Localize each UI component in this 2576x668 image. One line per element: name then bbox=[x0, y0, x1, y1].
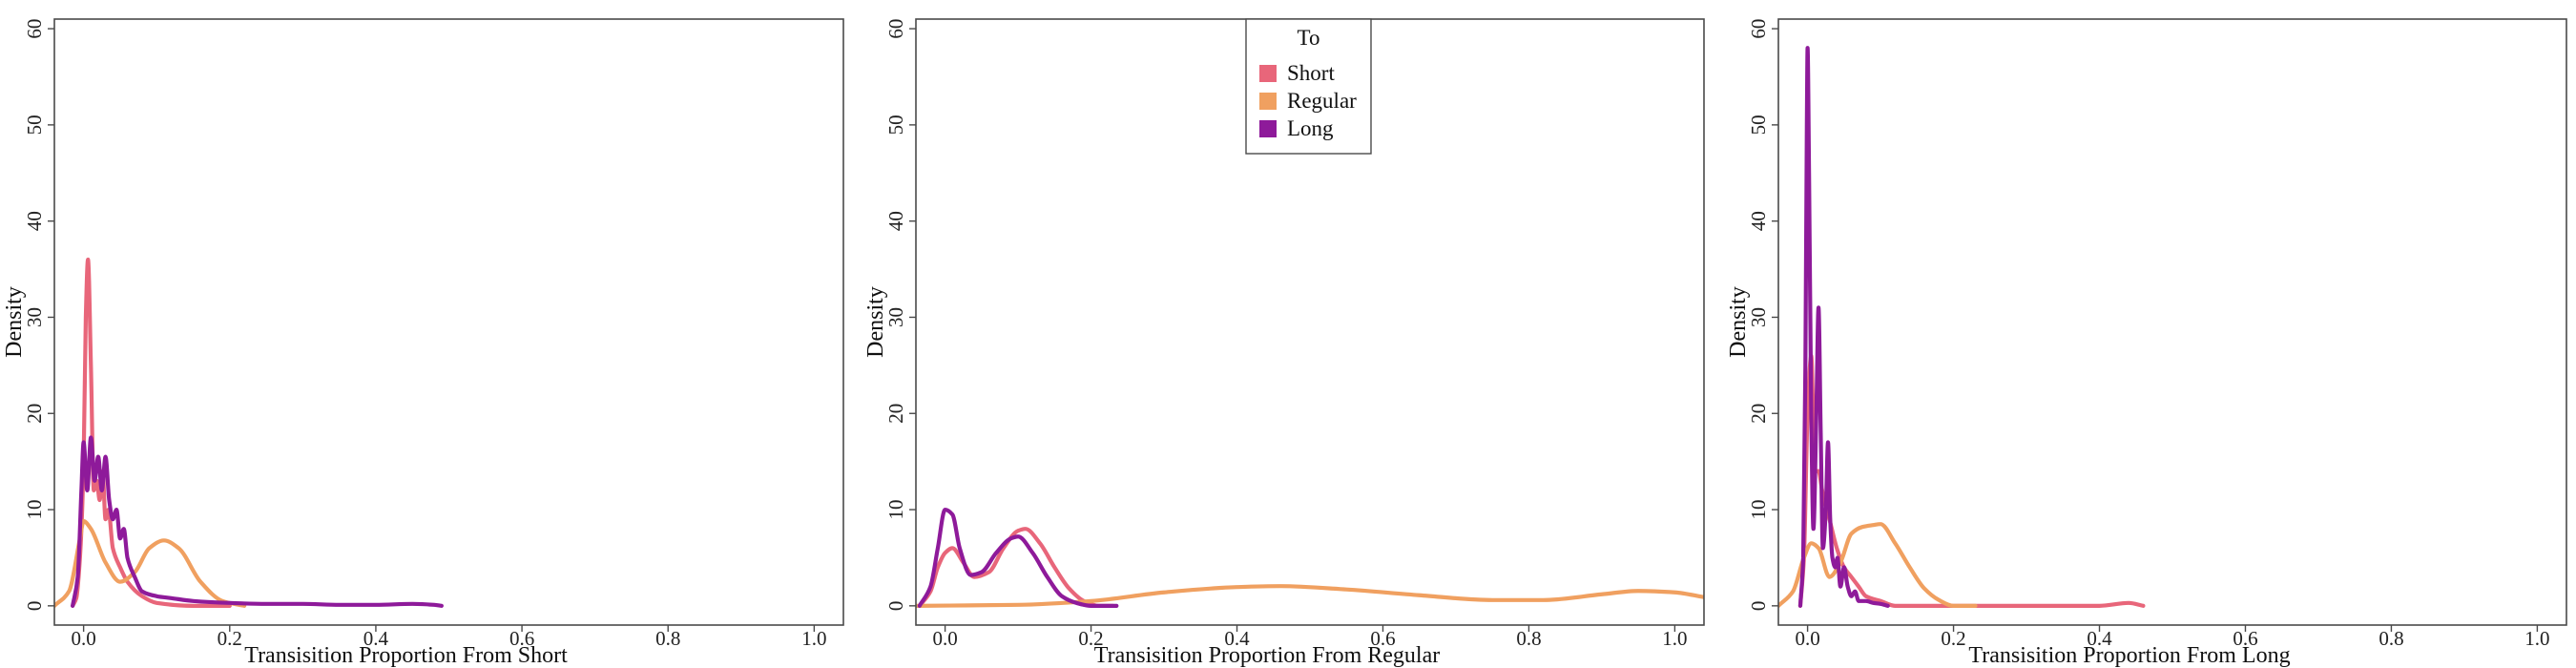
y-tick-label: 40 bbox=[23, 211, 46, 231]
y-tick-label: 0 bbox=[1747, 601, 1770, 612]
legend-label-long: Long bbox=[1287, 116, 1334, 140]
y-tick-label: 60 bbox=[1747, 19, 1770, 39]
x-tick-label: 0.2 bbox=[1078, 627, 1103, 650]
x-tick-label: 0.6 bbox=[2233, 627, 2257, 650]
x-tick-label: 0.0 bbox=[1795, 627, 1819, 650]
series-group bbox=[1778, 46, 2146, 608]
series-line-regular bbox=[1778, 522, 1978, 608]
series-line-short bbox=[1797, 353, 2146, 608]
y-tick-label: 10 bbox=[884, 500, 907, 520]
plot-frame bbox=[53, 18, 844, 626]
x-tick-label: 1.0 bbox=[801, 627, 826, 650]
series-line-regular bbox=[916, 584, 1704, 608]
y-axis-title: Density bbox=[863, 286, 888, 358]
y-tick-label: 30 bbox=[23, 307, 46, 327]
plot-frame bbox=[1777, 18, 2567, 626]
series-line-long bbox=[71, 435, 444, 608]
y-tick-label: 20 bbox=[23, 404, 46, 424]
x-tick-label: 0.8 bbox=[1516, 627, 1541, 650]
y-tick-label: 60 bbox=[23, 19, 46, 39]
y-tick-label: 20 bbox=[1747, 404, 1770, 424]
y-tick-label: 50 bbox=[1747, 115, 1770, 135]
y-tick-label: 50 bbox=[23, 115, 46, 135]
panel-3: 0.0 0.2 0.4 0.6 0.8 1.0 0 10 20 30 40 50 60 Transisit… bbox=[1726, 18, 2567, 668]
y-tick-label: 50 bbox=[884, 115, 907, 135]
y-tick-label: 0 bbox=[23, 601, 46, 612]
series-group bbox=[54, 257, 444, 608]
x-tick-label: 0.6 bbox=[1370, 627, 1395, 650]
x-tick-label: 0.6 bbox=[509, 627, 534, 650]
y-tick-label: 0 bbox=[884, 601, 907, 612]
x-tick-label: 0.0 bbox=[72, 627, 96, 650]
legend-title: To bbox=[1298, 26, 1320, 50]
y-axis-title: Density bbox=[2, 286, 27, 358]
x-tick-label: 0.8 bbox=[2379, 627, 2403, 650]
legend-swatch-short bbox=[1259, 65, 1277, 82]
x-tick-label: 0.8 bbox=[655, 627, 680, 650]
panel-1: 0.0 0.2 0.4 0.6 0.8 1.0 0 10 20 30 40 50 60 Transisit… bbox=[2, 18, 844, 668]
y-tick-label: 30 bbox=[884, 307, 907, 327]
series-line-short bbox=[71, 257, 232, 608]
panel-2: 0.0 0.2 0.4 0.6 0.8 1.0 0 10 20 30 40 50 60 Transisit… bbox=[863, 18, 1705, 668]
x-tick-label: 0.4 bbox=[2087, 627, 2112, 650]
x-axis-title: Transisition Proportion From Short bbox=[244, 643, 568, 668]
y-tick-label: 20 bbox=[884, 404, 907, 424]
y-tick-label: 10 bbox=[23, 500, 46, 520]
y-axis-title: Density bbox=[1726, 286, 1751, 358]
series-line-short bbox=[917, 527, 1115, 608]
y-tick-label: 40 bbox=[1747, 211, 1770, 231]
series-line-long bbox=[917, 507, 1119, 608]
x-tick-label: 0.4 bbox=[364, 627, 389, 650]
series-group bbox=[916, 507, 1704, 608]
y-tick-label: 10 bbox=[1747, 500, 1770, 520]
x-tick-label: 0.2 bbox=[1941, 627, 1965, 650]
y-tick-label: 30 bbox=[1747, 307, 1770, 327]
legend-label-short: Short bbox=[1287, 61, 1335, 85]
x-tick-label: 0.4 bbox=[1224, 627, 1250, 650]
series-line-long bbox=[1797, 46, 1890, 608]
y-tick-label: 40 bbox=[884, 211, 907, 231]
x-axis-title: Transisition Proportion From Regular bbox=[1094, 643, 1440, 668]
legend-label-regular: Regular bbox=[1287, 89, 1357, 113]
x-tick-label: 1.0 bbox=[2524, 627, 2549, 650]
x-tick-label: 0.2 bbox=[218, 627, 242, 650]
y-tick-label: 60 bbox=[884, 19, 907, 39]
x-tick-label: 0.0 bbox=[932, 627, 957, 650]
x-axis-title: Transisition Proportion From Long bbox=[1968, 643, 2290, 668]
legend-swatch-regular bbox=[1259, 93, 1277, 110]
x-tick-label: 1.0 bbox=[1662, 627, 1687, 650]
legend-swatch-long bbox=[1259, 120, 1277, 137]
legend: To Short Regular Long bbox=[1245, 18, 1372, 155]
